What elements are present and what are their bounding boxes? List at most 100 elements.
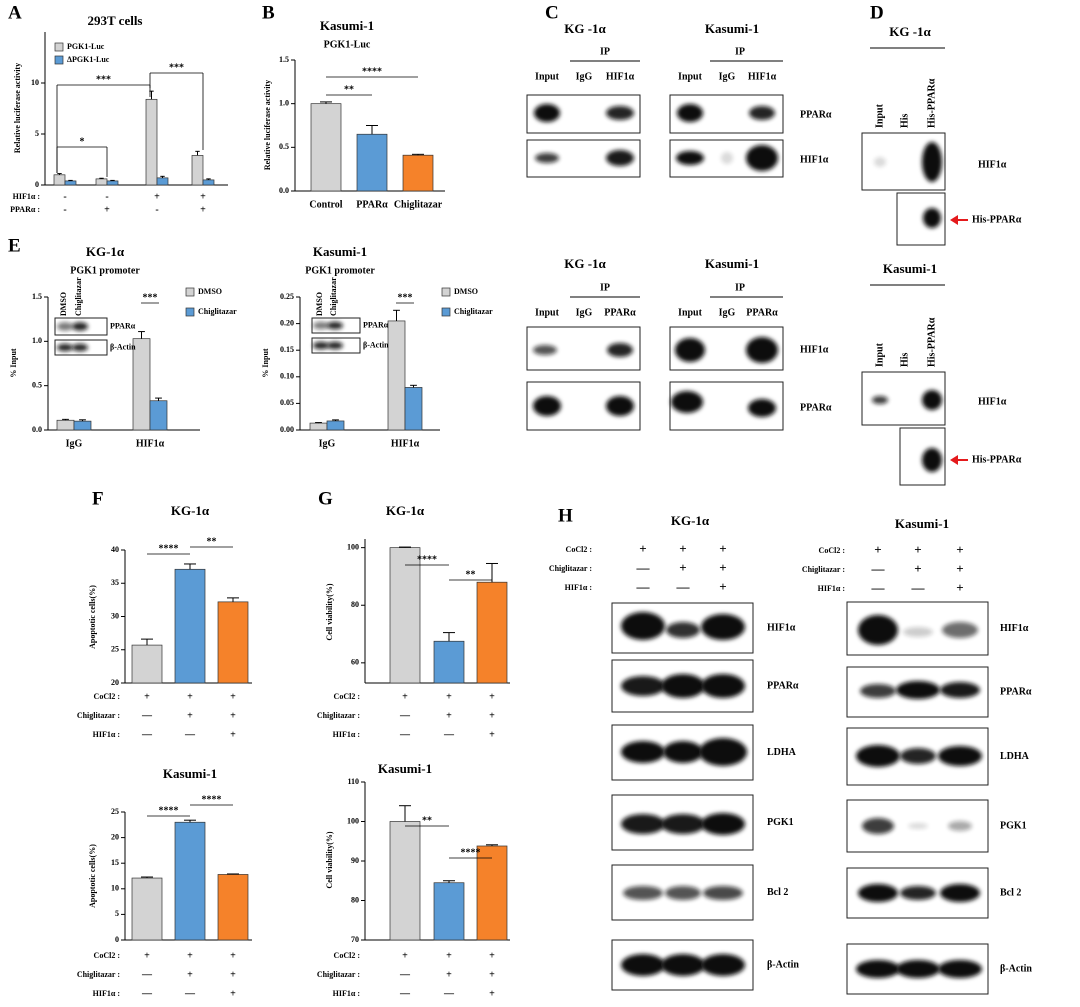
- condition-mark: +: [914, 542, 921, 557]
- blot-row-label: His-PPARα: [972, 454, 1022, 465]
- bar: [202, 179, 215, 186]
- condition-mark: +: [489, 691, 495, 702]
- panel-letter: E: [8, 235, 21, 256]
- condition-mark: +: [230, 969, 236, 980]
- y-tick-label: 0.25: [280, 292, 294, 301]
- x-tick-label: IgG: [319, 438, 336, 449]
- blot-band: [938, 746, 982, 766]
- bar: [309, 422, 328, 431]
- blot-band: [671, 391, 703, 413]
- y-tick-label: 0.5: [32, 380, 42, 389]
- y-tick-label: 10: [111, 884, 119, 893]
- condition-mark: +: [719, 579, 726, 594]
- blot-band: [533, 345, 557, 355]
- y-axis-label: % Input: [261, 348, 270, 377]
- y-axis-label: Relative luciferase activity: [13, 63, 22, 153]
- condition-label: Chiglitazar :: [549, 564, 592, 573]
- blot-band: [856, 745, 900, 767]
- blot-band: [327, 321, 343, 330]
- condition-mark: +: [104, 204, 110, 215]
- bar: [476, 581, 508, 684]
- significance-label: **: [466, 569, 476, 580]
- condition-mark: +: [230, 988, 236, 999]
- legend-swatch: [441, 287, 451, 297]
- condition-mark: +: [230, 710, 236, 721]
- blot-row-label: PPARα: [800, 402, 832, 413]
- lane-label: Input: [535, 71, 560, 82]
- condition-mark: +: [187, 691, 193, 702]
- y-tick-label: 0.20: [280, 318, 294, 327]
- y-tick-label: 80: [351, 600, 359, 609]
- panel-letter: B: [262, 2, 275, 23]
- condition-label: Chiglitazar :: [77, 711, 120, 720]
- panel-letter: H: [558, 505, 573, 526]
- condition-mark: +: [719, 541, 726, 556]
- bar: [174, 821, 206, 941]
- blot-row-label: HIF1α: [800, 344, 829, 355]
- y-tick-label: 0.05: [280, 398, 294, 407]
- significance-label: ***: [143, 292, 158, 303]
- legend-label: ΔPGK1-Luc: [67, 55, 110, 64]
- blot-band: [942, 622, 978, 638]
- lane-label: IgG: [719, 307, 736, 318]
- condition-label: CoCl2 :: [94, 951, 120, 960]
- blot-band: [666, 622, 700, 638]
- bar: [433, 882, 465, 941]
- significance-label: *: [80, 136, 85, 147]
- condition-mark: —: [399, 969, 411, 980]
- blot-band: [701, 813, 745, 835]
- blot-row-label: PPARα: [767, 680, 799, 691]
- condition-mark: +: [719, 560, 726, 575]
- condition-mark: +: [489, 950, 495, 961]
- blot-band: [621, 612, 665, 640]
- blot-row-label: Bcl 2: [767, 887, 788, 898]
- y-axis-label: Apoptotic cells(%): [88, 844, 97, 908]
- y-tick-label: 80: [351, 895, 359, 904]
- condition-mark: —: [911, 580, 926, 595]
- condition-mark: —: [141, 710, 153, 721]
- lane-label: Input: [535, 307, 560, 318]
- x-tick-label: HIF1α: [136, 438, 165, 449]
- blot-band: [908, 823, 928, 829]
- x-tick-label: Chiglitazar: [394, 199, 443, 210]
- inset-lane-label: DMSO: [315, 292, 324, 316]
- significance-label: ****: [362, 66, 382, 77]
- bar: [389, 821, 421, 941]
- condition-mark: +: [446, 950, 452, 961]
- chart-subtitle: PGK1 promoter: [305, 265, 375, 276]
- blot-row-label: β-Actin: [767, 959, 799, 970]
- condition-mark: +: [446, 691, 452, 702]
- y-tick-label: 0.0: [32, 425, 42, 434]
- condition-label: CoCl2 :: [819, 546, 845, 555]
- cell-line-label: Kasumi-1: [895, 516, 949, 531]
- y-tick-label: 0: [115, 935, 119, 944]
- condition-mark: +: [200, 204, 206, 215]
- y-tick-label: 100: [347, 816, 359, 825]
- condition-mark: -: [63, 204, 66, 215]
- cell-line-label: KG-1α: [671, 513, 710, 528]
- condition-mark: +: [446, 969, 452, 980]
- chart-title: KG-1α: [171, 503, 210, 518]
- blot-band: [948, 821, 972, 831]
- condition-mark: —: [184, 988, 196, 999]
- lane-label: IgG: [576, 71, 593, 82]
- y-tick-label: 40: [111, 545, 119, 554]
- condition-mark: +: [489, 710, 495, 721]
- chart-title: Kasumi-1: [378, 761, 432, 776]
- legend-label: Chiglitazar: [454, 307, 493, 316]
- y-tick-label: 20: [111, 832, 119, 841]
- blot-band: [606, 150, 634, 166]
- panel-letter: F: [92, 488, 104, 509]
- blot-band: [675, 338, 705, 362]
- bar: [217, 601, 249, 684]
- bar: [476, 845, 508, 941]
- y-axis-label: Relative luciferase activity: [263, 80, 272, 170]
- y-axis-label: Apoptotic cells(%): [88, 585, 97, 649]
- chart-title: Kasumi-1: [163, 766, 217, 781]
- blot-band: [872, 396, 888, 404]
- lane-label: His: [899, 113, 910, 128]
- condition-mark: +: [187, 710, 193, 721]
- inset-row-label: β-Actin: [110, 342, 136, 351]
- y-tick-label: 5: [115, 909, 119, 918]
